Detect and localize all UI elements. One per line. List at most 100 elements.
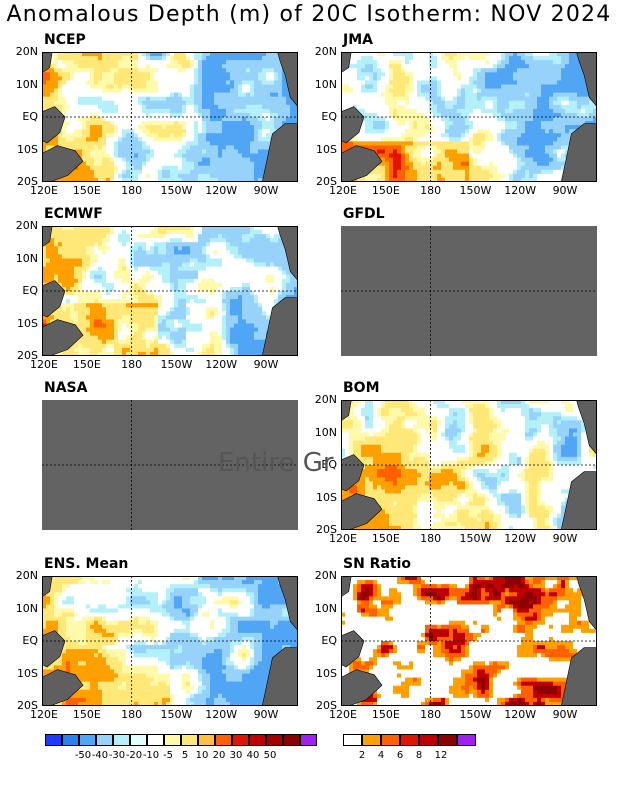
- heatmap-cell: [437, 165, 442, 171]
- heatmap-cell: [66, 133, 71, 138]
- heatmap-cell: [234, 149, 239, 155]
- heatmap-cell: [226, 242, 231, 247]
- heatmap-cell: [162, 68, 167, 73]
- heatmap-cell: [126, 226, 131, 231]
- heatmap-cell: [349, 100, 354, 106]
- heatmap-cell: [210, 108, 215, 114]
- heatmap-cell: [501, 129, 506, 134]
- heatmap-cell: [158, 250, 163, 255]
- heatmap-cell: [405, 149, 410, 155]
- heatmap-cell: [82, 165, 87, 171]
- heatmap-cell: [158, 149, 163, 155]
- heatmap-cell: [98, 238, 103, 243]
- heatmap-cell: [122, 234, 127, 239]
- heatmap-cell: [158, 108, 163, 114]
- heatmap-cell: [262, 226, 267, 231]
- heatmap-cell: [50, 278, 55, 284]
- heatmap-cell: [182, 141, 187, 146]
- heatmap-cell: [441, 141, 446, 146]
- heatmap-cell: [353, 76, 358, 81]
- heatmap-cell: [86, 234, 91, 239]
- heatmap-cell: [62, 88, 67, 94]
- heatmap-cell: [158, 88, 163, 94]
- heatmap-cell: [274, 52, 279, 57]
- heatmap-cell: [154, 169, 159, 175]
- heatmap-cell: [134, 52, 139, 57]
- heatmap-cell: [425, 52, 430, 57]
- heatmap-cell: [106, 121, 111, 126]
- heatmap-cell: [90, 129, 95, 134]
- heatmap-cell: [74, 92, 79, 98]
- heatmap-cell: [86, 266, 91, 272]
- heatmap-cell: [98, 60, 103, 65]
- heatmap-cell: [170, 266, 175, 272]
- heatmap-cell: [98, 230, 103, 235]
- heatmap-cell: [465, 80, 470, 85]
- heatmap-cell: [202, 137, 207, 142]
- heatmap-cell: [413, 161, 418, 167]
- heatmap-cell: [417, 100, 422, 106]
- heatmap-cell: [166, 242, 171, 247]
- heatmap-cell: [146, 169, 151, 175]
- heatmap-cell: [62, 274, 67, 280]
- heatmap-cell: [565, 68, 570, 73]
- heatmap-cell: [146, 141, 151, 146]
- heatmap-cell: [254, 96, 259, 102]
- heatmap-cell: [513, 108, 518, 114]
- heatmap-cell: [186, 177, 191, 182]
- heatmap-cell: [429, 80, 434, 85]
- heatmap-cell: [246, 117, 251, 122]
- heatmap-cell: [174, 92, 179, 98]
- heatmap-cell: [194, 246, 199, 251]
- heatmap-cell: [465, 72, 470, 77]
- heatmap-cell: [54, 238, 59, 243]
- heatmap-cell: [222, 108, 227, 114]
- heatmap-cell: [114, 177, 119, 182]
- heatmap-cell: [509, 117, 514, 122]
- heatmap-cell: [178, 250, 183, 255]
- heatmap-cell: [198, 161, 203, 167]
- heatmap-cell: [473, 52, 478, 57]
- heatmap-cell: [162, 266, 167, 272]
- heatmap-cell: [341, 88, 346, 94]
- heatmap-cell: [130, 52, 135, 57]
- heatmap-cell: [294, 117, 298, 122]
- heatmap-cell: [561, 80, 566, 85]
- heatmap-cell: [549, 56, 554, 61]
- heatmap-cell: [202, 161, 207, 167]
- heatmap-cell: [194, 266, 199, 272]
- heatmap-cell: [385, 169, 390, 175]
- heatmap-cell: [150, 133, 155, 138]
- heatmap-cell: [385, 137, 390, 142]
- heatmap-cell: [513, 56, 518, 61]
- heatmap-cell: [230, 76, 235, 81]
- heatmap-cell: [445, 117, 450, 122]
- heatmap-cell: [509, 60, 514, 65]
- heatmap-cell: [254, 246, 259, 251]
- heatmap-cell: [465, 153, 470, 159]
- heatmap-cell: [577, 92, 582, 98]
- heatmap-cell: [369, 129, 374, 134]
- heatmap-cell: [445, 129, 450, 134]
- heatmap-cell: [50, 72, 55, 77]
- heatmap-cell: [234, 250, 239, 255]
- heatmap-cell: [353, 96, 358, 102]
- heatmap-cell: [182, 56, 187, 61]
- heatmap-cell: [190, 157, 195, 163]
- heatmap-cell: [222, 112, 227, 118]
- heatmap-cell: [557, 100, 562, 106]
- heatmap-cell: [194, 258, 199, 264]
- heatmap-cell: [102, 258, 107, 264]
- heatmap-cell: [521, 157, 526, 163]
- heatmap-cell: [533, 157, 538, 163]
- heatmap-cell: [361, 129, 366, 134]
- heatmap-cell: [389, 161, 394, 167]
- heatmap-cell: [98, 234, 103, 239]
- heatmap-cell: [238, 145, 243, 150]
- heatmap-cell: [218, 165, 223, 171]
- heatmap-cell: [154, 153, 159, 159]
- heatmap-cell: [445, 68, 450, 73]
- heatmap-cell: [234, 145, 239, 150]
- heatmap-cell: [186, 258, 191, 264]
- heatmap-cell: [254, 234, 259, 239]
